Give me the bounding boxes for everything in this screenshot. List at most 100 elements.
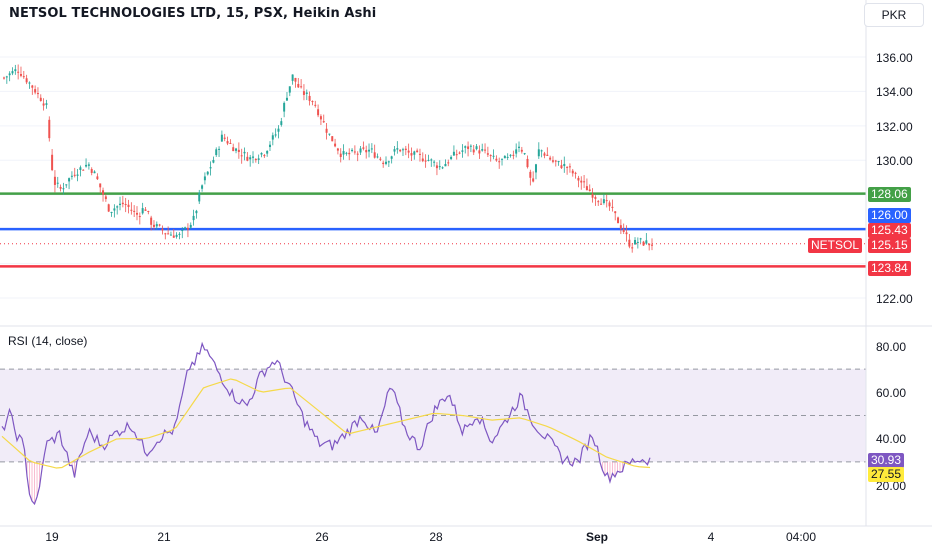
candle-body <box>209 167 212 169</box>
candle-body <box>370 148 373 150</box>
candle-body <box>571 170 574 174</box>
time-tick: 28 <box>429 530 443 544</box>
candle-body <box>557 161 560 163</box>
candle-body <box>113 208 116 211</box>
candle-body <box>164 233 167 235</box>
candle-body <box>127 204 130 208</box>
candle-body <box>133 210 136 212</box>
candle-body <box>11 71 14 74</box>
candle-body <box>373 152 376 158</box>
candle-body <box>305 92 308 94</box>
candle-body <box>90 169 93 173</box>
candle-body <box>22 76 25 78</box>
candle-body <box>489 155 492 157</box>
candle-body <box>617 217 620 224</box>
candle-body <box>201 185 204 189</box>
candle-body <box>404 148 407 151</box>
symbol-title[interactable]: NETSOL TECHNOLOGIES LTD, 15, PSX, Heikin… <box>9 6 377 21</box>
candle-body <box>184 227 187 229</box>
candle-body <box>455 154 458 156</box>
candle-body <box>104 196 107 200</box>
candle-body <box>518 146 521 148</box>
candle-body <box>534 164 537 173</box>
candle-body <box>99 183 102 188</box>
candle-body <box>583 181 586 183</box>
candle-body <box>532 178 535 182</box>
candle-body <box>486 153 489 155</box>
candle-body <box>484 149 487 151</box>
candle-body <box>648 243 651 246</box>
candle-body <box>325 128 328 133</box>
candle-body <box>452 151 455 156</box>
candle-body <box>28 82 31 84</box>
candle-body <box>87 164 90 166</box>
candle-body <box>300 86 303 88</box>
candle-body <box>138 216 141 218</box>
candle-body <box>469 145 472 147</box>
candle-body <box>198 192 201 202</box>
candle-body <box>393 149 396 152</box>
candle-body <box>266 150 269 154</box>
candle-body <box>382 162 385 165</box>
candle-body <box>189 224 192 228</box>
candle-body <box>418 153 421 155</box>
candle-body <box>597 201 600 203</box>
candle-body <box>283 102 286 112</box>
candle-body <box>472 149 475 153</box>
candle-body <box>614 211 617 214</box>
candle-body <box>110 211 113 213</box>
candle-body <box>478 150 481 154</box>
candle-body <box>178 233 181 235</box>
price-pane[interactable] <box>0 56 866 299</box>
time-tick: 26 <box>315 530 329 544</box>
candle-body <box>523 153 526 155</box>
candle-body <box>481 149 484 151</box>
candle-body <box>602 199 605 204</box>
candle-body <box>368 149 371 152</box>
candle-body <box>85 164 88 167</box>
rsi-pane[interactable] <box>0 341 866 506</box>
candle-body <box>421 158 424 162</box>
candle-body <box>212 159 215 163</box>
candle-body <box>588 189 591 192</box>
candle-body <box>631 247 634 249</box>
candle-body <box>520 149 523 152</box>
candle-body <box>526 158 529 168</box>
candle-body <box>546 154 549 156</box>
candle-body <box>444 163 447 167</box>
candle-body <box>563 163 566 167</box>
last-price-label: 125.15 <box>868 238 911 253</box>
rsi-indicator-title[interactable]: RSI (14, close) <box>8 334 88 348</box>
red-lower-line-price-label: 123.84 <box>868 261 911 276</box>
candle-body <box>206 171 209 175</box>
candle-body <box>79 167 82 170</box>
time-tick: 19 <box>45 530 59 544</box>
candle-body <box>243 151 246 154</box>
candle-body <box>622 229 625 232</box>
symbol-tag: NETSOL <box>808 238 863 253</box>
candle-body <box>566 166 569 168</box>
candle-body <box>379 158 382 160</box>
candle-body <box>348 152 351 155</box>
candle-body <box>42 103 45 106</box>
candle-body <box>328 133 331 135</box>
price-tick: 122.00 <box>876 292 913 306</box>
candle-body <box>107 204 110 212</box>
candle-body <box>461 150 464 152</box>
candle-body <box>311 101 314 103</box>
candle-body <box>68 178 71 182</box>
currency-button[interactable]: PKR <box>864 3 924 27</box>
candle-body <box>580 180 583 183</box>
candle-body <box>351 149 354 152</box>
candle-body <box>172 235 175 238</box>
candle-body <box>560 165 563 169</box>
candle-body <box>8 73 11 76</box>
red-line-price-label: 125.43 <box>868 223 911 238</box>
candle-body <box>628 239 631 247</box>
candle-body <box>458 152 461 154</box>
candle-body <box>441 167 444 169</box>
candle-body <box>76 174 79 176</box>
candle-body <box>229 142 232 144</box>
candle-body <box>223 137 226 139</box>
